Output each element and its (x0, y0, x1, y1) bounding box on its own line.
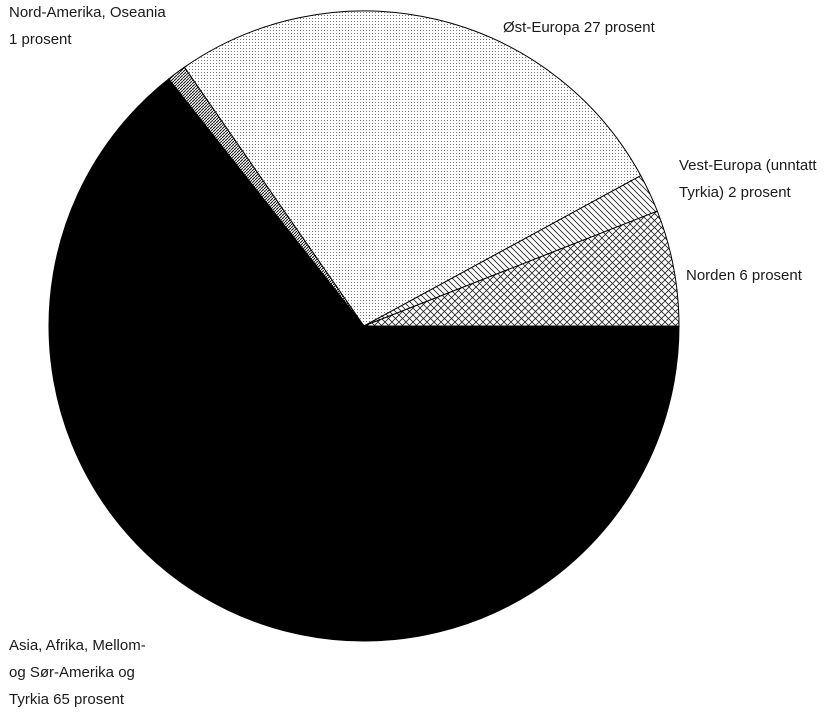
pie-slice-osteuropa (183, 10, 642, 327)
label-norden: Norden 6 prosent (686, 267, 802, 284)
label-nord-amerika: Nord-Amerika, Oseania 1 prosent (9, 4, 166, 48)
label-vest-europa: Vest-Europa (unntatt Tyrkia) 2 prosent (679, 157, 817, 201)
pie-slice-asia (48, 78, 680, 642)
pie-slice-norden (363, 210, 680, 327)
label-asia-afrika: Asia, Afrika, Mellom- og Sør-Amerika og … (9, 637, 146, 708)
label-ost-europa: Øst-Europa 27 prosent (503, 19, 655, 36)
